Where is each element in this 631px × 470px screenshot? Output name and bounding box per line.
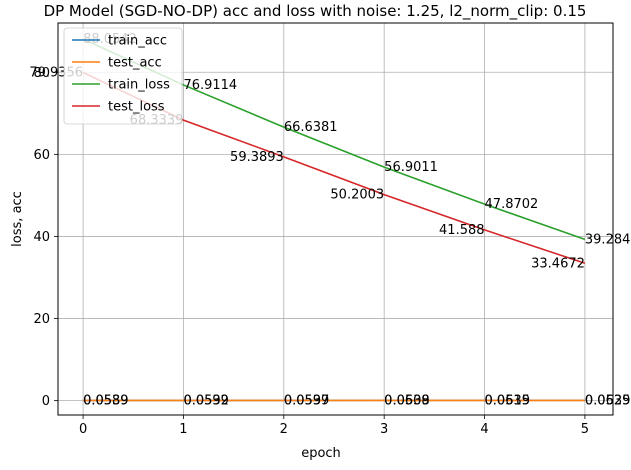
x-tick-label: 5 xyxy=(581,422,589,437)
data-label-test-acc: 0.0539 xyxy=(384,393,430,408)
x-axis-label: epoch xyxy=(301,446,341,461)
data-label-train-acc: 0.0608 xyxy=(384,393,430,408)
data-label-train-loss: 56.9011 xyxy=(384,160,438,175)
data-label-test-loss: 59.3893 xyxy=(230,150,284,165)
data-label-train-loss: 39.2845 xyxy=(585,232,631,247)
grid xyxy=(58,23,613,415)
data-label-test-acc: 0.0539 xyxy=(83,393,129,408)
y-tick-label: 60 xyxy=(33,148,50,163)
legend-label-train-loss: train_loss xyxy=(108,78,170,93)
x-tick-label: 3 xyxy=(380,422,388,437)
data-label-train-acc: 0.0592 xyxy=(183,393,229,408)
data-label-test-loss: 50.2003 xyxy=(330,188,384,203)
legend-box xyxy=(63,27,183,125)
y-tick-label: 0 xyxy=(42,394,50,409)
data-label-test-acc: 0.0539 xyxy=(585,393,631,408)
y-tick-label: 20 xyxy=(33,312,50,327)
legend-label-test-acc: test_acc xyxy=(108,56,162,71)
data-label-train-loss: 66.6381 xyxy=(284,120,338,135)
data-label-train-acc: 0.0597 xyxy=(284,393,330,408)
x-tick-label: 1 xyxy=(179,422,187,437)
legend-label-train-acc: train_acc xyxy=(108,34,167,49)
legend: train_acc test_acc train_loss test_loss xyxy=(63,27,183,125)
legend-label-test-loss: test_loss xyxy=(108,100,165,115)
y-tick-label: 40 xyxy=(33,230,50,245)
x-tick-label: 2 xyxy=(280,422,288,437)
data-label-train-acc: 0.0589 xyxy=(83,393,129,408)
data-label-test-acc: 0.0539 xyxy=(284,393,330,408)
data-label-train-acc: 0.0615 xyxy=(485,393,531,408)
data-label-test-loss: 33.4672 xyxy=(531,256,585,271)
y-tick-label: 80 xyxy=(33,66,50,81)
data-label-train-loss: 47.8702 xyxy=(485,197,539,212)
data-label-test-loss: 41.588 xyxy=(439,223,485,238)
plot-frame xyxy=(57,22,614,416)
chart-title: DP Model (SGD-NO-DP) acc and loss with n… xyxy=(44,2,587,21)
x-tick-label: 0 xyxy=(79,422,87,437)
x-tick-label: 4 xyxy=(480,422,488,437)
axis-ticks: 0 1 2 3 4 5 0 20 40 60 80 xyxy=(33,66,589,437)
data-label-test-acc: 0.0539 xyxy=(183,393,229,408)
data-label-test-acc: 0.0539 xyxy=(485,393,531,408)
data-label-train-acc: 0.0625 xyxy=(585,393,631,408)
y-axis-label: loss, acc xyxy=(10,191,25,247)
data-label-train-loss: 76.9114 xyxy=(183,78,237,93)
